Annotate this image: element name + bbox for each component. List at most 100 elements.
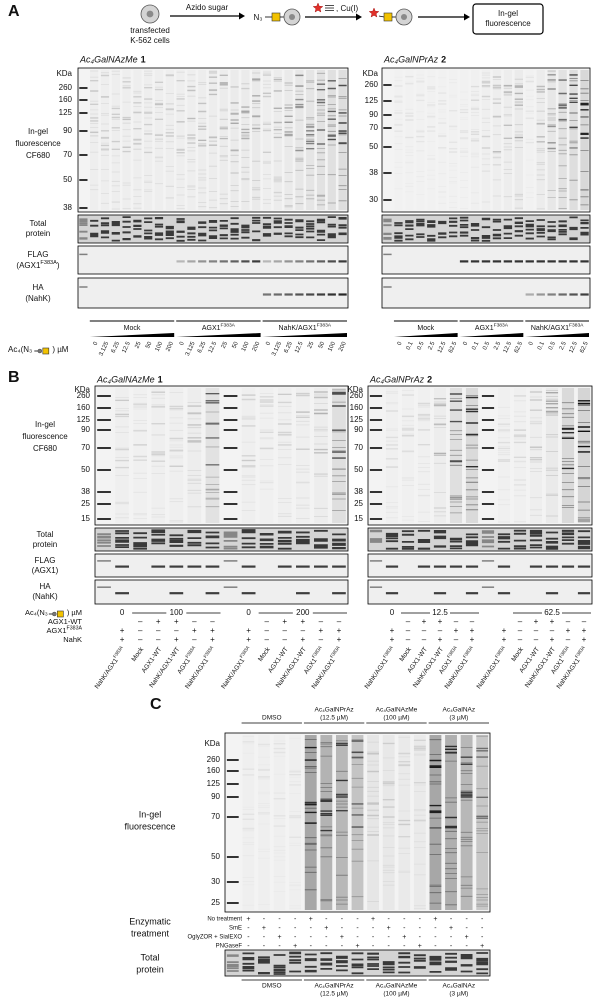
label: (AGX1) xyxy=(32,566,59,575)
protein-band xyxy=(242,741,255,830)
label: - xyxy=(341,943,344,950)
protein-band xyxy=(413,954,426,969)
label: 25 xyxy=(134,340,143,349)
label: ) µM xyxy=(52,345,68,354)
protein-band xyxy=(367,752,379,836)
label: 0 xyxy=(265,340,272,346)
label: 62.5 xyxy=(579,340,590,354)
label: 2.5 xyxy=(428,340,437,351)
label: 70 xyxy=(211,812,220,821)
label: DMSO xyxy=(262,715,282,722)
dose-wedge xyxy=(459,333,524,337)
label: + xyxy=(480,943,484,950)
label: - xyxy=(450,934,453,941)
label: Ac₄GalNAzMe xyxy=(96,374,155,384)
protein-band xyxy=(394,222,403,242)
label: 0 xyxy=(120,608,125,617)
text-part: AGX1 xyxy=(202,325,221,332)
label: - xyxy=(372,934,375,941)
label: AGX1F383A xyxy=(202,323,236,332)
lane-smear xyxy=(530,388,542,523)
label: 25 xyxy=(81,499,90,508)
label: (NahK) xyxy=(32,592,58,601)
lane-smear xyxy=(580,70,589,210)
label: + xyxy=(566,626,571,635)
western-blot xyxy=(367,553,593,578)
protein-band xyxy=(427,220,436,242)
label: 3.125 xyxy=(98,340,110,357)
protein-band xyxy=(481,72,491,203)
lane-smear xyxy=(471,70,479,210)
lane-smear xyxy=(320,735,333,910)
label: + xyxy=(422,617,427,626)
protein-band xyxy=(470,223,480,242)
label: 0 xyxy=(179,340,186,346)
lane-smear xyxy=(414,735,426,910)
label: SmE xyxy=(229,926,242,932)
protein-band xyxy=(449,217,458,238)
label: + xyxy=(300,617,305,626)
protein-band xyxy=(259,396,274,450)
label: - xyxy=(450,916,453,923)
label: Mock xyxy=(124,325,141,332)
label: ) µM xyxy=(67,608,82,617)
protein-band xyxy=(176,80,185,154)
protein-band xyxy=(401,390,415,521)
protein-band xyxy=(252,78,261,130)
protein-band xyxy=(277,393,292,446)
text-part: F383A xyxy=(494,323,509,329)
protein-band xyxy=(273,217,282,235)
label: NahK/AGX1F383A xyxy=(218,644,254,690)
label: 160 xyxy=(77,403,91,412)
label: Total xyxy=(140,952,159,962)
label: Total xyxy=(37,530,54,539)
label: - xyxy=(481,916,484,923)
protein-band xyxy=(316,83,326,145)
label: 0 xyxy=(528,340,535,346)
protein-band xyxy=(259,393,274,490)
label: Ac₄GalNAzMe xyxy=(79,54,138,64)
label: 30 xyxy=(369,195,378,204)
label: 90 xyxy=(63,126,72,135)
protein-band xyxy=(536,85,545,143)
label: 15 xyxy=(354,514,363,523)
label: + xyxy=(246,626,251,635)
protein-band xyxy=(536,98,545,210)
protein-band xyxy=(273,743,286,827)
label: - xyxy=(403,943,406,950)
label: 125 xyxy=(207,779,221,788)
protein-band xyxy=(176,218,185,242)
label: 90 xyxy=(354,425,363,434)
label: KDa xyxy=(56,69,72,78)
protein-band xyxy=(577,404,591,522)
label: – xyxy=(138,626,143,635)
protein-band xyxy=(187,405,202,443)
protein-band xyxy=(417,404,431,522)
label: 25 xyxy=(211,898,220,907)
protein-band xyxy=(429,955,442,973)
label: – xyxy=(534,626,539,635)
lane-smear xyxy=(122,70,130,210)
lane-smear xyxy=(465,388,479,523)
protein-band xyxy=(401,394,415,452)
protein-band xyxy=(385,532,399,550)
label: (NahK) xyxy=(25,294,51,303)
label: 12.5 xyxy=(437,340,448,354)
label: K-562 cells xyxy=(130,36,170,45)
label: 0 xyxy=(246,608,251,617)
label: 0 xyxy=(93,340,100,346)
label: Total xyxy=(30,219,47,228)
lane-smear xyxy=(515,70,523,210)
protein-band xyxy=(100,72,110,204)
label: + xyxy=(438,635,443,644)
text-part: F383A xyxy=(462,644,474,659)
protein-band xyxy=(273,954,286,975)
protein-band xyxy=(198,102,207,147)
protein-band xyxy=(208,70,218,209)
lane-smear xyxy=(416,70,424,210)
label: 90 xyxy=(81,425,90,434)
label: – xyxy=(283,635,288,644)
label: – xyxy=(264,617,269,626)
label: + xyxy=(262,925,266,932)
text-part: (AGX1 xyxy=(16,261,41,270)
